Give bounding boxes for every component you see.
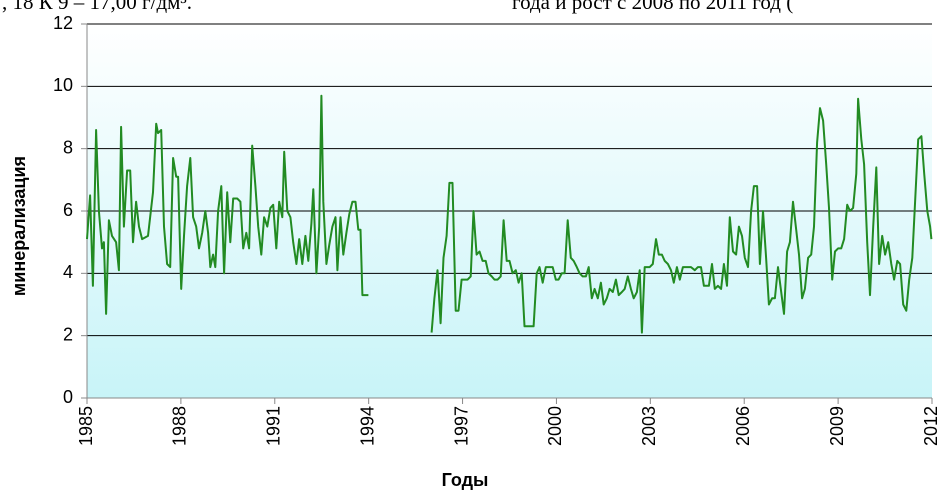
x-tick-label: 1985 [76,406,96,446]
x-axis-title: Годы [442,470,489,490]
y-tick-label: 6 [63,200,73,220]
x-tick-label: 1994 [357,406,377,446]
x-tick-label: 2009 [827,406,847,446]
x-tick-label: 1988 [170,406,190,446]
y-tick-label: 2 [63,324,73,344]
x-tick-label: 2006 [733,406,753,446]
annotation: , 18 К 9 – 17,00 г/дм³. [2,0,192,14]
y-tick-label: 12 [53,13,73,33]
x-tick-label: 2012 [921,406,941,446]
data-line [86,94,933,334]
x-tick-label: 1997 [451,406,471,446]
y-tick-label: 8 [63,137,73,157]
annotation: года и рост с 2008 по 2011 год ( [512,0,793,14]
y-tick-label: 4 [63,262,73,282]
y-axis-title: минерализация [9,156,29,296]
x-tick-label: 2003 [639,406,659,446]
x-tick-label: 1991 [264,406,284,446]
x-tick-label: 2000 [545,406,565,446]
y-tick-label: 0 [63,387,73,407]
y-tick-label: 10 [53,75,73,95]
